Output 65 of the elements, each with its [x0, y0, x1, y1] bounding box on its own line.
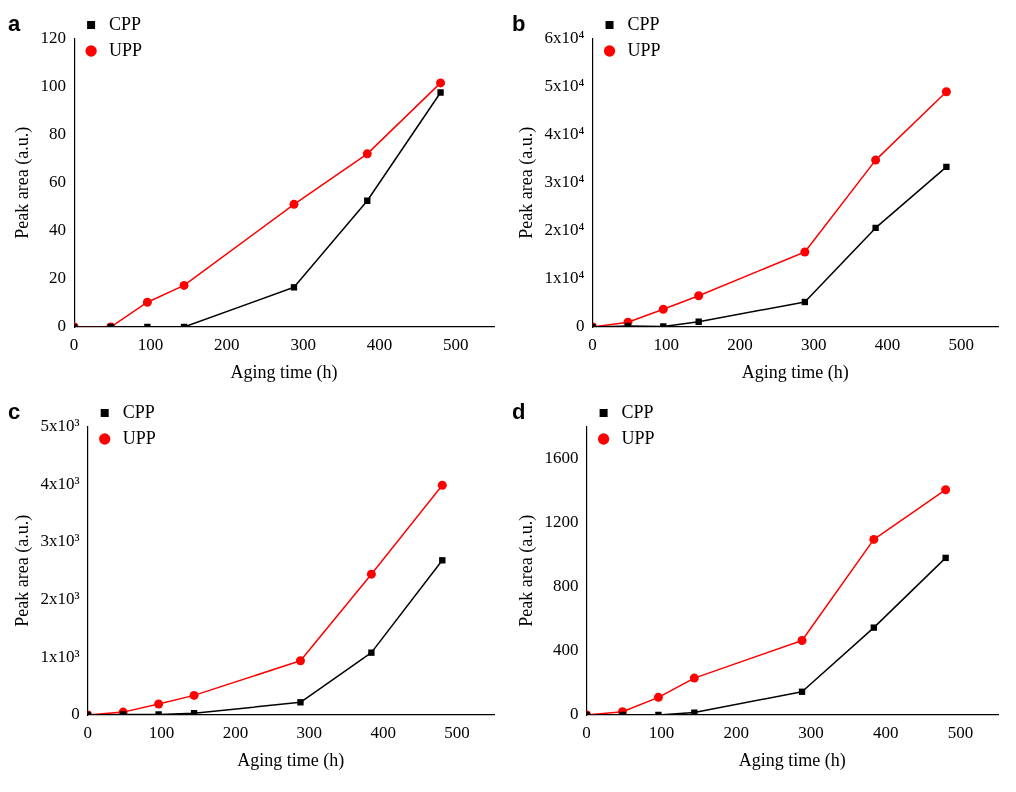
y-axis-title: Peak area (a.u.): [11, 514, 33, 627]
legend-label: UPP: [627, 39, 661, 60]
y-tick-label: 0: [71, 704, 80, 724]
chart-title: d: [512, 399, 526, 425]
x-tick-label: 400: [370, 722, 396, 742]
y-tick-label: 0: [576, 316, 585, 336]
y-tick-label: 2x10³: [40, 589, 80, 609]
y-axis-title: Peak area (a.u.): [515, 514, 537, 627]
legend-label: UPP: [621, 427, 655, 448]
legend-label: CPP: [627, 13, 660, 34]
y-tick-label: 40: [49, 220, 67, 240]
x-tick-label: 200: [222, 722, 249, 742]
x-tick-label: 300: [290, 334, 316, 354]
y-tick-label: 80: [49, 124, 67, 144]
y-tick-label: 60: [49, 172, 67, 192]
y-tick-label: 1x10³: [40, 646, 80, 666]
y-tick-label: 0: [570, 704, 579, 724]
y-tick-label: 400: [553, 640, 579, 660]
y-axis-title: Peak area (a.u.): [515, 126, 537, 239]
y-tick-label: 100: [40, 75, 67, 95]
legend-label: CPP: [122, 401, 155, 422]
y-tick-label: 3x10³: [40, 531, 80, 551]
x-tick-label: 400: [366, 334, 393, 354]
x-tick-label: 500: [443, 334, 469, 354]
y-tick-label: 120: [40, 27, 67, 47]
x-tick-label: 200: [214, 334, 240, 354]
legend-label: CPP: [109, 13, 142, 34]
x-tick-label: 200: [723, 722, 749, 742]
y-tick-label: 3x10⁴: [544, 172, 585, 192]
x-axis-title: Aging time (h): [237, 749, 345, 771]
x-tick-label: 400: [874, 334, 901, 354]
y-tick-label: 2x10⁴: [544, 220, 585, 240]
legend-label: CPP: [621, 401, 654, 422]
x-axis-title: Aging time (h): [741, 361, 849, 383]
chart-title: a: [8, 11, 21, 37]
x-tick-label: 400: [873, 722, 899, 742]
x-tick-label: 300: [800, 334, 827, 354]
x-tick-label: 100: [653, 334, 679, 354]
y-tick-label: 0: [57, 316, 67, 336]
y-tick-label: 800: [553, 576, 579, 596]
x-tick-label: 200: [727, 334, 753, 354]
x-axis-title: Aging time (h): [230, 361, 338, 383]
x-tick-label: 300: [296, 722, 323, 742]
chart-title: c: [8, 399, 21, 425]
x-tick-label: 500: [948, 334, 974, 354]
x-tick-label: 500: [947, 722, 974, 742]
y-tick-label: 4x10⁴: [544, 124, 585, 144]
y-tick-label: 20: [49, 268, 67, 288]
x-axis-title: Aging time (h): [738, 749, 846, 771]
chart-title: b: [512, 11, 526, 37]
y-tick-label: 5x10³: [40, 415, 80, 435]
x-tick-label: 300: [798, 722, 824, 742]
y-tick-label: 1200: [544, 512, 579, 532]
y-tick-label: 4x10³: [40, 473, 80, 493]
legend-label: UPP: [109, 39, 143, 60]
legend-label: UPP: [122, 427, 156, 448]
y-axis-title: Peak area (a.u.): [11, 126, 33, 239]
y-tick-label: 1600: [544, 447, 579, 467]
x-tick-label: 100: [148, 722, 175, 742]
x-tick-label: 100: [648, 722, 675, 742]
y-tick-label: 1x10⁴: [544, 268, 585, 288]
x-tick-label: 500: [444, 722, 470, 742]
y-tick-label: 6x10⁴: [544, 27, 585, 47]
x-tick-label: 100: [137, 334, 164, 354]
y-tick-label: 5x10⁴: [544, 75, 585, 95]
